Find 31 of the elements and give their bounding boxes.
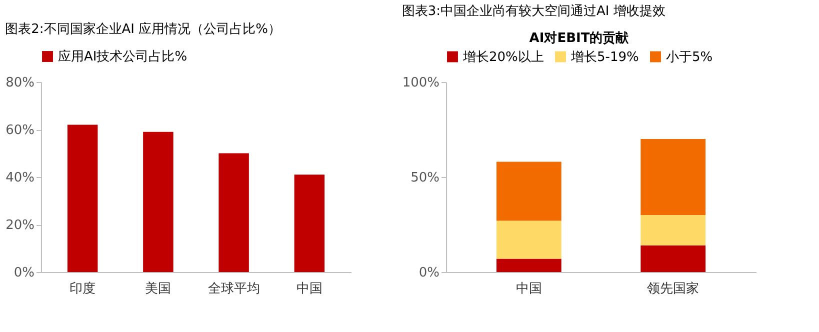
x-tick-label: 领先国家 [647, 280, 700, 296]
bar [143, 132, 174, 272]
legend-title: AI对EBIT的贡献 [529, 31, 630, 46]
bar [496, 258, 562, 272]
x-tick-label: 中国 [296, 282, 322, 296]
bar [640, 139, 706, 215]
x-tick-label: 中国 [516, 282, 542, 296]
bar [640, 215, 706, 246]
y-tick-label: 100% [402, 76, 440, 90]
y-tick-label: 20% [6, 218, 34, 233]
bar [294, 174, 325, 272]
legend-label: 增长20%以上 [462, 50, 544, 65]
y-tick-label: 60% [6, 123, 34, 138]
bar [496, 162, 562, 221]
x-tick-label: 全球平均 [208, 282, 260, 296]
legend-label: 应用AI技术公司占比% [58, 48, 188, 64]
y-tick-label: 0% [418, 266, 440, 280]
y-tick-label: 50% [410, 170, 440, 186]
legend-label: 小于5% [666, 50, 713, 65]
chart-title: 图表2:不同国家企业AI 应用情况（公司占比%） [5, 21, 281, 37]
x-tick-label: 印度 [70, 280, 96, 296]
chart-title: 图表3:中国企业尚有较大空间通过AI 增收提效 [402, 4, 666, 19]
y-tick-label: 40% [6, 170, 34, 186]
x-tick-label: 美国 [145, 280, 172, 296]
y-tick-label: 0% [14, 266, 34, 280]
bar [640, 245, 706, 272]
y-tick-label: 80% [6, 76, 34, 90]
legend-label: 增长5-19% [570, 50, 639, 65]
bar [67, 124, 98, 272]
bar [496, 220, 562, 259]
bar [218, 153, 249, 272]
